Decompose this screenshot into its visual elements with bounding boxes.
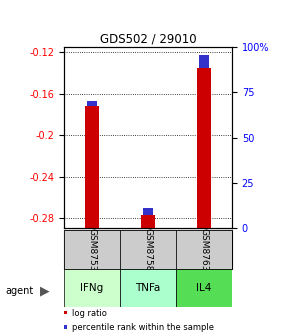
Bar	[199, 55, 209, 68]
Text: GSM8758: GSM8758	[143, 228, 153, 271]
FancyBboxPatch shape	[64, 230, 120, 269]
Text: TNFa: TNFa	[135, 283, 161, 293]
Text: IFNg: IFNg	[80, 283, 104, 293]
Title: GDS502 / 29010: GDS502 / 29010	[99, 33, 196, 46]
FancyBboxPatch shape	[120, 269, 176, 307]
Bar	[85, 106, 99, 228]
Bar	[197, 68, 211, 228]
Text: percentile rank within the sample: percentile rank within the sample	[72, 323, 214, 332]
Text: agent: agent	[6, 286, 34, 296]
Text: ▶: ▶	[40, 284, 50, 297]
FancyBboxPatch shape	[176, 230, 232, 269]
Bar	[141, 215, 155, 228]
Text: GSM8763: GSM8763	[200, 228, 209, 271]
FancyBboxPatch shape	[64, 269, 120, 307]
Text: IL4: IL4	[196, 283, 212, 293]
Text: log ratio: log ratio	[72, 309, 106, 318]
FancyBboxPatch shape	[176, 269, 232, 307]
FancyBboxPatch shape	[120, 230, 176, 269]
Bar	[87, 101, 97, 106]
Text: GSM8753: GSM8753	[87, 228, 96, 271]
Bar	[143, 208, 153, 215]
